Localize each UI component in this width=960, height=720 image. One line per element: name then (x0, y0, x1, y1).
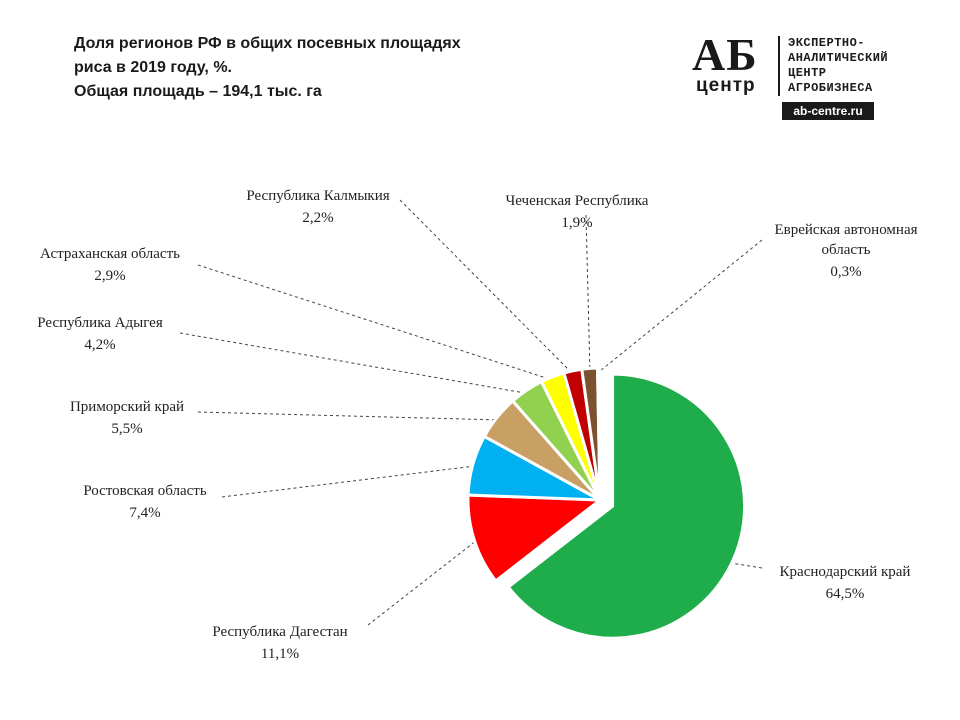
slice-value-label: 5,5% (111, 421, 142, 437)
leader-line (221, 465, 477, 498)
slice-category-label: Еврейская автономная (775, 222, 918, 238)
slice-category-label: Республика Дагестан (212, 624, 347, 640)
logo-separator (778, 36, 780, 96)
slice-value-label: 2,9% (94, 268, 125, 284)
slice-value-label: 7,4% (129, 505, 160, 521)
logo-line-2: АНАЛИТИЧЕСКИЙ (788, 51, 889, 65)
slice-category-label: Астраханская область (40, 246, 180, 262)
ab-centre-logo: АБ центр ЭКСПЕРТНО- АНАЛИТИЧЕСКИЙ ЦЕНТР … (692, 29, 942, 120)
leader-line (367, 538, 479, 626)
slice-value-label: 11,1% (261, 646, 299, 662)
title-line-1: Доля регионов РФ в общих посевных площад… (74, 35, 461, 52)
pie-slice (595, 366, 602, 501)
leader-line (197, 264, 555, 382)
pie-slice (466, 493, 605, 584)
leader-line (197, 411, 501, 421)
title-line-3: Общая площадь – 194,1 тыс. га (74, 83, 322, 100)
slice-category-label: Приморский край (70, 399, 184, 415)
pie-slice (506, 372, 747, 640)
logo-line-4: АГРОБИЗНЕСА (788, 81, 873, 95)
slice-category-label: Чеченская Республика (506, 193, 649, 209)
logo-line-1: ЭКСПЕРТНО- (788, 36, 866, 50)
slice-value-label: 1,9% (561, 215, 592, 231)
slice-category-label: область (822, 242, 871, 258)
title-line-2: риса в 2019 году, %. (74, 59, 232, 76)
slice-labels: Краснодарский край 64,5% Республика Дагест… (37, 188, 917, 662)
chart-title: Доля регионов РФ в общих посевных площад… (74, 32, 634, 104)
leader-lines (179, 199, 763, 626)
slice-category-label: Ростовская область (83, 483, 206, 499)
logo-text: ЭКСПЕРТНО- АНАЛИТИЧЕСКИЙ ЦЕНТР АГРОБИЗНЕ… (788, 36, 888, 96)
leader-line (179, 332, 529, 395)
logo-url: ab-centre.ru (782, 102, 874, 120)
logo-ab-letters: АБ (692, 29, 758, 80)
leader-line (585, 214, 591, 373)
pie-slices (466, 366, 747, 640)
leader-line (399, 199, 575, 376)
slice-category-label: Краснодарский край (780, 564, 911, 580)
slice-value-label: 4,2% (84, 337, 115, 353)
slice-value-label: 0,3% (830, 264, 861, 280)
slice-value-label: 64,5% (826, 586, 865, 602)
leader-line (598, 239, 763, 373)
logo-center-word: центр (696, 75, 756, 96)
slice-category-label: Республика Калмыкия (246, 188, 389, 204)
logo-line-3: ЦЕНТР (788, 66, 827, 80)
slice-category-label: Республика Адыгея (37, 315, 163, 331)
slice-value-label: 2,2% (302, 210, 333, 226)
